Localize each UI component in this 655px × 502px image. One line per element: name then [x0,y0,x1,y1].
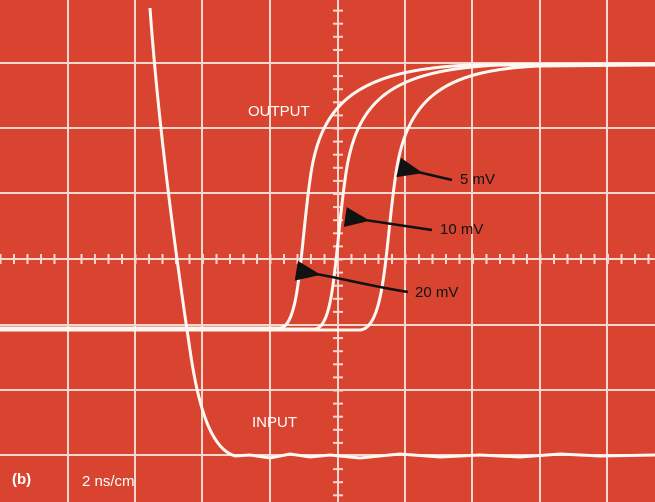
input-label: INPUT [252,414,297,431]
arrow-5mv [396,157,453,182]
input-trace [148,7,655,460]
timebase-label: 2 ns/cm [82,473,135,490]
arrow-10mv [343,207,433,232]
panel-label: (b) [12,471,31,488]
label-5mv: 5 mV [460,171,495,188]
output-trace-5mv [0,63,655,332]
label-10mv: 10 mV [440,221,483,238]
arrow-20mv [294,260,409,294]
label-20mv: 20 mV [415,284,458,301]
output-trace-20mv [0,62,655,330]
output-label: OUTPUT [248,103,310,120]
output-trace-10mv [0,62,655,331]
